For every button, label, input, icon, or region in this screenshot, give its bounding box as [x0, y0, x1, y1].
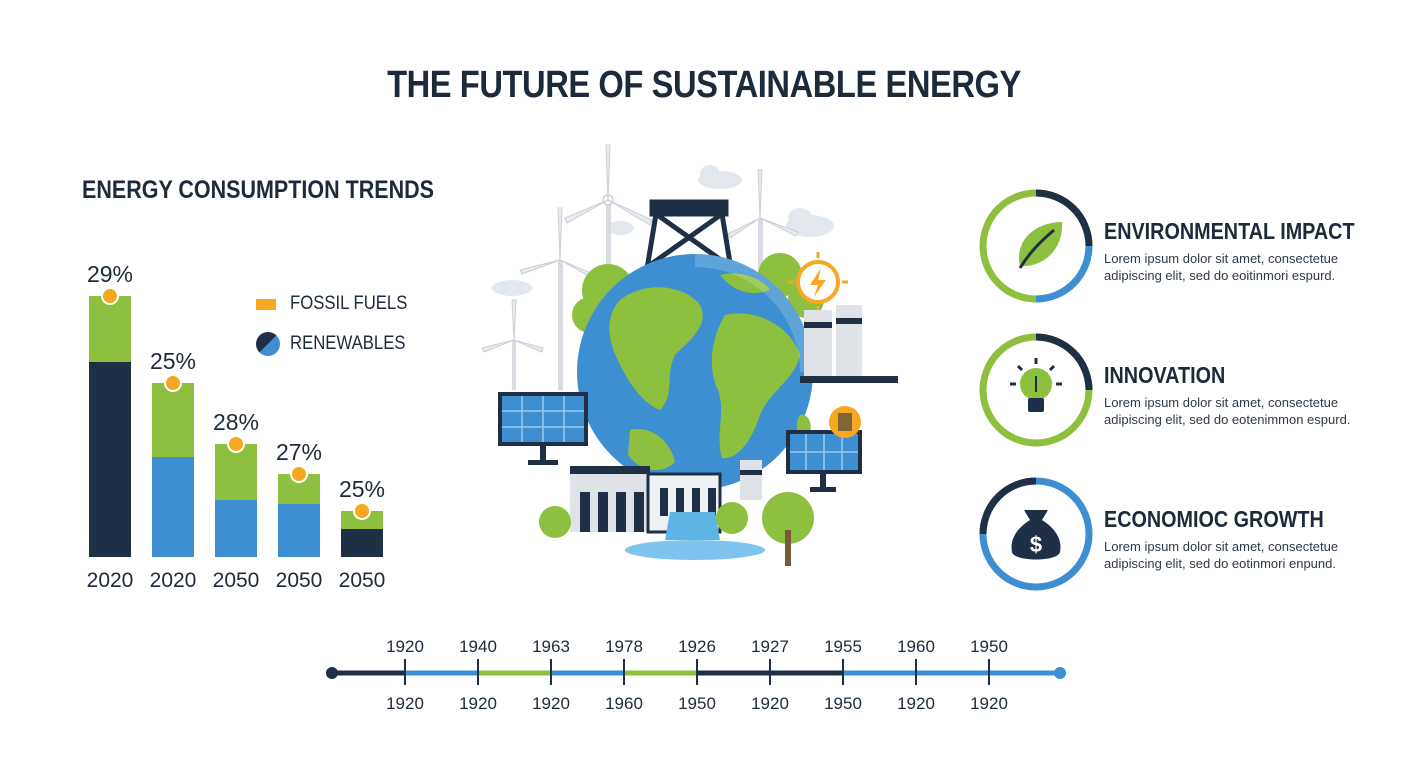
bar-value-label: 25% — [339, 476, 385, 502]
bar-upper-segment — [152, 383, 194, 457]
progress-ring: $ — [979, 477, 1093, 591]
timeline-top-label: 1927 — [751, 637, 789, 656]
timeline-bottom-label: 1920 — [970, 694, 1008, 713]
energy-bar-chart: 29% 2020 25% 2020 28% 2050 27% 2050 25% 2050 — [87, 261, 386, 592]
timeline-bottom-label: 1960 — [605, 694, 643, 713]
x-tick-label: 2020 — [150, 569, 197, 592]
timeline-bottom-label: 1920 — [386, 694, 424, 713]
bar-lower-segment — [152, 457, 194, 557]
timeline-bottom-label: 1920 — [459, 694, 497, 713]
timeline-top-label: 1920 — [386, 637, 424, 656]
x-tick-label: 2050 — [339, 569, 386, 592]
timeline-top-label: 1955 — [824, 637, 862, 656]
legend-renewables-label: RENEWABLES — [290, 333, 406, 354]
legend-renewables: RENEWABLES — [256, 324, 423, 364]
lightbulb-icon — [1010, 358, 1062, 412]
timeline-end-dot — [1054, 667, 1066, 679]
feature-description: Lorem ipsum dolor sit amet, consectetue … — [1104, 395, 1351, 427]
x-tick-label: 2050 — [213, 569, 260, 592]
timeline-bottom-label: 1920 — [897, 694, 935, 713]
globe-icon — [577, 254, 813, 490]
hydro-dam-icon — [570, 460, 765, 560]
timeline: 1920 1920 1940 1920 1963 1920 1978 1960 1926 1950… — [326, 637, 1066, 713]
bar-value-label: 29% — [87, 261, 133, 287]
solar-panel-icon — [498, 392, 862, 492]
timeline-bottom-label: 1920 — [532, 694, 570, 713]
x-tick-label: 2020 — [87, 569, 134, 592]
feature-title: ENVIRONMENTAL IMPACT — [1104, 218, 1355, 244]
legend-fossil-label: FOSSIL FUELS — [290, 293, 408, 314]
progress-ring — [979, 333, 1093, 447]
page-title: THE FUTURE OF SUSTAINABLE ENERGY — [387, 64, 1021, 106]
timeline-top-label: 1960 — [897, 637, 935, 656]
power-plant-icon — [800, 305, 898, 383]
bar-value-label: 25% — [150, 348, 196, 374]
legend-fossil: FOSSIL FUELS — [256, 284, 423, 324]
timeline-start-dot — [326, 667, 338, 679]
timeline-bottom-label: 1950 — [824, 694, 862, 713]
timeline-top-label: 1940 — [459, 637, 497, 656]
timeline-top-label: 1950 — [970, 637, 1008, 656]
timeline-top-label: 1963 — [532, 637, 570, 656]
feature-title: ECONOMIOC GROWTH — [1104, 506, 1324, 532]
feature-innovation: INNOVATION Lorem ipsum dolor sit amet, c… — [978, 332, 1388, 448]
bar-lower-segment — [215, 500, 257, 557]
chart-legend: FOSSIL FUELS RENEWABLES — [256, 284, 423, 364]
legend-fossil-swatch — [256, 298, 276, 310]
legend-renewables-swatch — [256, 332, 280, 356]
gear-sun-icon — [829, 406, 861, 438]
svg-text:$: $ — [1030, 532, 1042, 557]
x-tick-label: 2050 — [276, 569, 323, 592]
bar-upper-segment — [89, 296, 131, 362]
bar-marker — [164, 374, 182, 392]
timeline-top-label: 1926 — [678, 637, 716, 656]
bar-marker — [290, 465, 308, 483]
timeline-bottom-label: 1950 — [678, 694, 716, 713]
bar-marker — [101, 287, 119, 305]
feature-economic-growth: $ ECONOMIOC GROWTH Lorem ipsum dolor sit… — [978, 476, 1388, 592]
money-bag-icon: $ — [1011, 510, 1061, 560]
energy-sun-icon — [788, 252, 848, 312]
bar-lower-segment — [278, 504, 320, 557]
bar-value-label: 27% — [276, 439, 322, 465]
tree-icon — [539, 492, 814, 566]
bar-marker — [353, 502, 371, 520]
bar-lower-segment — [89, 362, 131, 557]
leaf-icon — [1018, 222, 1063, 269]
bar-lower-segment — [341, 529, 383, 557]
feature-description: Lorem ipsum dolor sit amet, consectetue … — [1104, 251, 1339, 283]
sustainable-energy-illustration — [481, 144, 898, 566]
bar-value-label: 28% — [213, 409, 259, 435]
bar-upper-segment — [215, 444, 257, 500]
chart-title: ENERGY CONSUMPTION TRENDS — [82, 176, 435, 204]
bar-marker — [227, 435, 245, 453]
feature-title: INNOVATION — [1104, 362, 1226, 388]
feature-description: Lorem ipsum dolor sit amet, consectetue … — [1104, 539, 1339, 571]
power-tower-icon — [643, 199, 735, 276]
feature-environmental-impact: ENVIRONMENTAL IMPACT Lorem ipsum dolor s… — [978, 188, 1388, 304]
timeline-top-label: 1978 — [605, 637, 643, 656]
progress-ring — [979, 189, 1093, 303]
timeline-bottom-label: 1920 — [751, 694, 789, 713]
